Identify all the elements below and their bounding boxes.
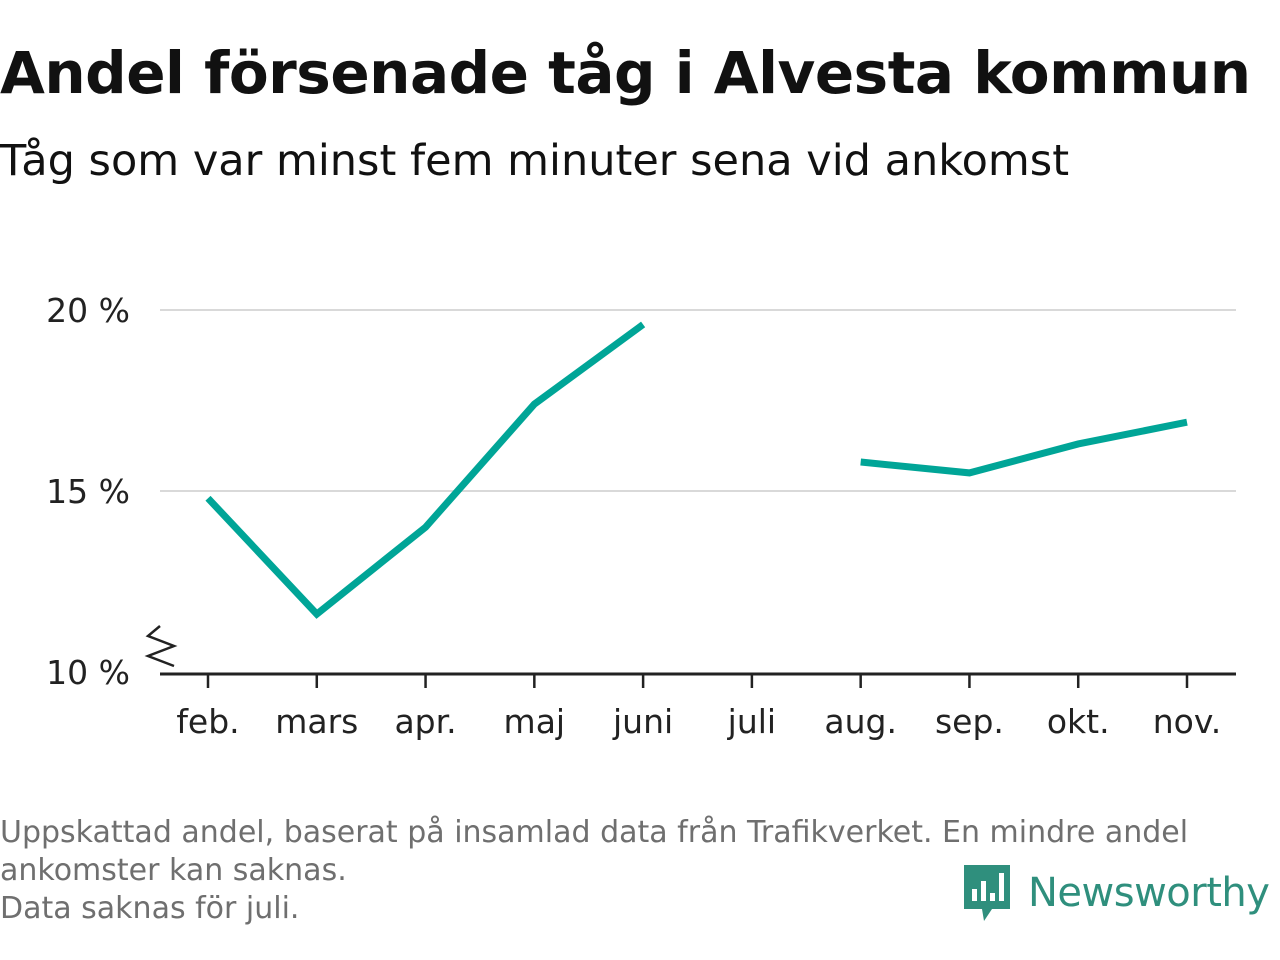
x-tick-label: juni — [612, 702, 673, 741]
x-tick-label: feb. — [176, 702, 239, 741]
x-axis-tick-labels: feb. mars apr. maj juni juli aug. sep. okt. nov. — [176, 674, 1221, 741]
y-axis-tick-labels: 10 % 15 % 20 % — [46, 291, 130, 692]
footnote-line: Data saknas för juli. — [0, 891, 300, 926]
series-lines — [205, 321, 1188, 619]
bar-chart-speech-bubble-icon — [964, 865, 1010, 921]
y-tick-label: 10 % — [46, 653, 130, 692]
line-chart: 10 % 15 % 20 % feb. mars apr. maj juni juli aug.… — [46, 291, 1236, 741]
x-tick-label: sep. — [935, 702, 1004, 741]
x-tick-label: maj — [504, 702, 566, 741]
axis-break-icon — [144, 625, 178, 668]
chart-subtitle: Tåg som var minst fem minuter sena vid a… — [0, 136, 1070, 186]
series-line-segment — [205, 321, 646, 619]
footnote: Uppskattad andel, baserat på insamlad da… — [0, 814, 1189, 928]
gridlines — [160, 309, 1236, 492]
footnote-line: Uppskattad andel, baserat på insamlad da… — [0, 815, 1189, 850]
y-tick-label: 15 % — [46, 472, 130, 511]
series-line-segment — [860, 418, 1188, 477]
brand-name: Newsworthy — [1028, 870, 1270, 916]
chart-title: Andel försenade tåg i Alvesta kommun — [0, 39, 1251, 107]
x-tick-label: okt. — [1047, 702, 1110, 741]
x-tick-label: nov. — [1153, 702, 1222, 741]
y-tick-label: 20 % — [46, 291, 130, 330]
footnote-line: ankomster kan saknas. — [0, 853, 347, 888]
x-tick-label: apr. — [394, 702, 456, 741]
x-tick-label: aug. — [824, 702, 897, 741]
x-tick-label: mars — [275, 702, 358, 741]
brand-logo: Newsworthy — [962, 862, 1270, 924]
x-tick-label: juli — [727, 702, 776, 741]
